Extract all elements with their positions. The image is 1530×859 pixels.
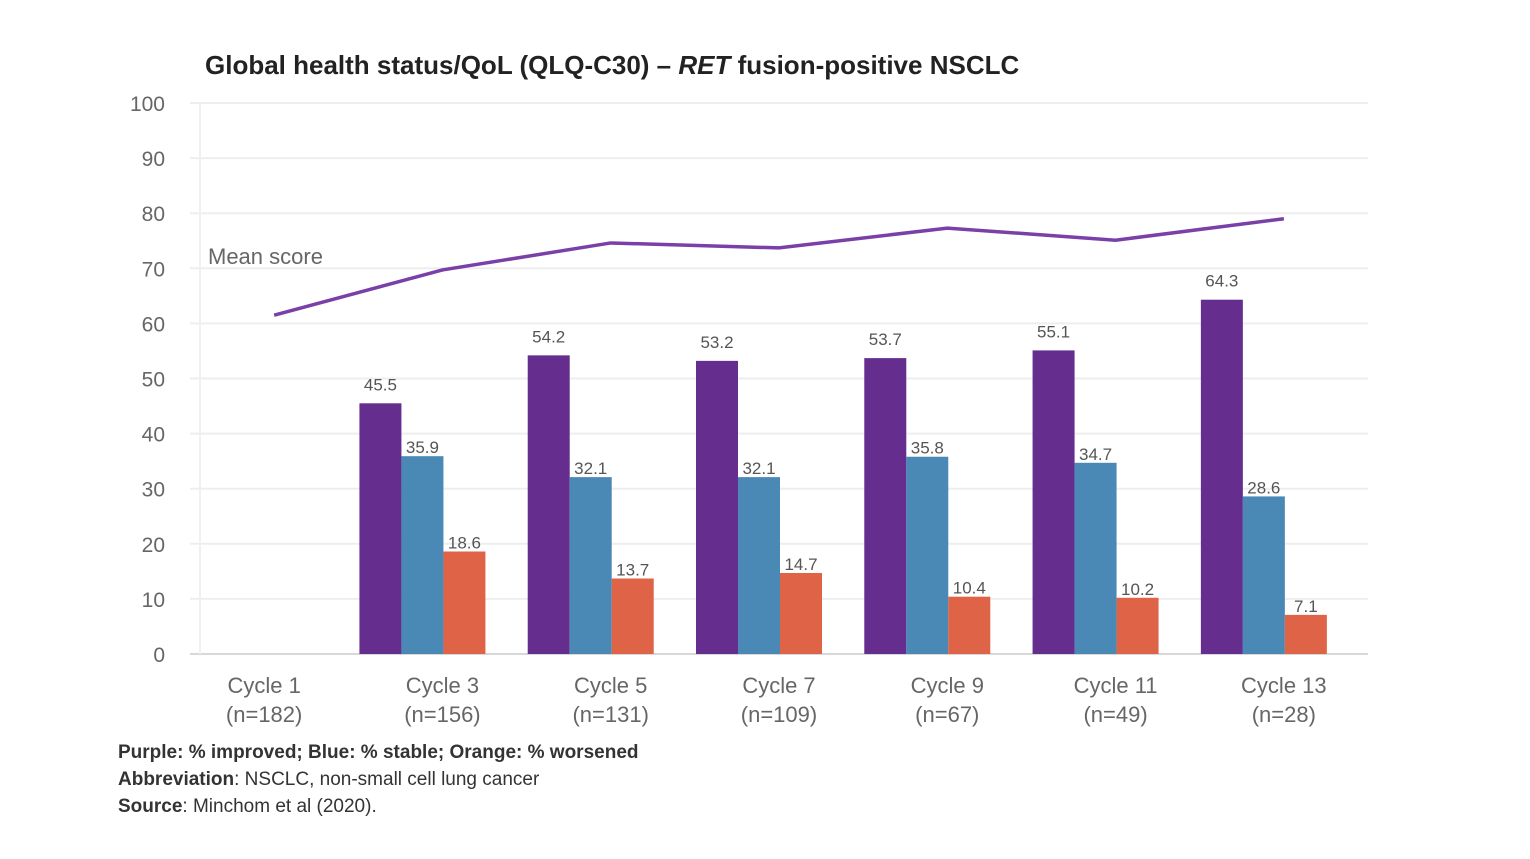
y-tick-label: 50: [142, 369, 165, 392]
bar: [738, 477, 780, 654]
footer-legend-note: Purple: % improved; Blue: % stable; Oran…: [118, 742, 639, 763]
x-tick-n-label: (n=67): [915, 702, 979, 727]
data-label: 32.1: [574, 459, 607, 478]
footer-abbreviation: Abbreviation: NSCLC, non-small cell lung…: [118, 769, 540, 790]
bar: [359, 403, 402, 654]
footer-source: Source: Minchom et al (2020).: [118, 796, 377, 817]
bar: [1242, 496, 1285, 654]
bar: [1032, 350, 1075, 654]
y-tick-label: 10: [142, 589, 165, 612]
x-tick-label: Cycle 1: [227, 673, 300, 698]
data-label: 53.7: [869, 330, 902, 349]
data-label: 14.7: [784, 555, 817, 574]
bar: [611, 578, 654, 654]
bar: [1284, 614, 1327, 654]
y-tick-label: 70: [142, 258, 165, 281]
data-label: 32.1: [742, 459, 775, 478]
data-label: 35.8: [911, 439, 944, 458]
y-tick-label: 100: [130, 93, 165, 116]
bar: [948, 596, 991, 654]
bar: [527, 355, 570, 654]
data-label: 13.7: [616, 561, 649, 580]
bar: [1200, 299, 1243, 654]
x-tick-label: Cycle 7: [742, 673, 815, 698]
y-tick-label: 20: [142, 534, 165, 557]
bar: [1074, 462, 1117, 654]
bar: [696, 360, 738, 654]
bar: [401, 456, 444, 654]
mean-score-label: Mean score: [208, 244, 323, 269]
mean-score-line: [273, 216, 1285, 317]
bar: [780, 573, 822, 654]
bar: [569, 477, 612, 654]
y-tick-label: 40: [142, 424, 165, 447]
data-label: 34.7: [1079, 445, 1112, 464]
x-tick-label: Cycle 11: [1074, 673, 1158, 698]
x-tick-n-label: (n=28): [1252, 702, 1316, 727]
x-tick-label: Cycle 3: [406, 673, 479, 698]
x-tick-n-label: (n=131): [572, 702, 648, 727]
data-label: 18.6: [448, 534, 481, 553]
y-tick-label: 0: [153, 644, 165, 667]
x-tick-n-label: (n=49): [1083, 702, 1147, 727]
data-label: 64.3: [1205, 272, 1238, 291]
data-label: 10.2: [1121, 580, 1154, 599]
data-label: 53.2: [700, 333, 733, 352]
bar: [1116, 597, 1159, 654]
bar: [864, 358, 907, 654]
x-tick-label: Cycle 13: [1241, 673, 1327, 698]
x-tick-n-label: (n=109): [741, 702, 817, 727]
x-tick-n-label: (n=182): [226, 702, 302, 727]
data-label: 45.5: [364, 375, 397, 394]
data-label: 55.1: [1037, 322, 1070, 341]
chart-title: Global health status/QoL (QLQ-C30) – RET…: [205, 50, 1019, 80]
x-tick-n-label: (n=156): [404, 702, 480, 727]
bar: [443, 551, 486, 654]
y-tick-label: 30: [142, 479, 165, 502]
data-label: 54.2: [532, 327, 565, 346]
x-tick-label: Cycle 5: [574, 673, 647, 698]
data-label: 35.9: [406, 438, 439, 457]
data-label: 10.4: [953, 579, 986, 598]
data-label: 7.1: [1294, 597, 1318, 616]
data-label: 28.6: [1247, 478, 1280, 497]
y-tick-label: 60: [142, 313, 165, 336]
x-tick-label: Cycle 9: [911, 673, 984, 698]
y-tick-label: 80: [142, 203, 165, 226]
y-tick-label: 90: [142, 148, 165, 171]
bar: [906, 456, 949, 654]
